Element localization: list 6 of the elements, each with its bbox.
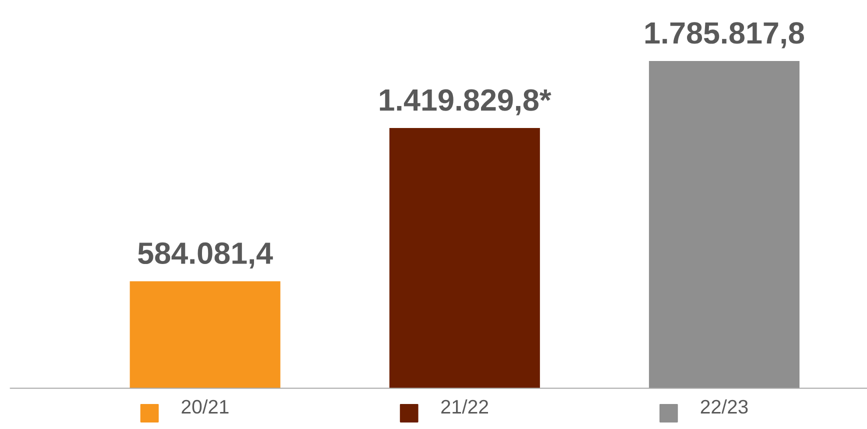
data-label: 1.419.829,8* [380,89,552,116]
x-tick-label: 22/23 [700,399,748,414]
data-label: 584.081,4 [138,242,273,268]
data-label: 1.785.817,8 [645,22,804,48]
x-tick-label: 20/21 [182,399,228,414]
x-tick-label: 21/22 [441,399,488,414]
